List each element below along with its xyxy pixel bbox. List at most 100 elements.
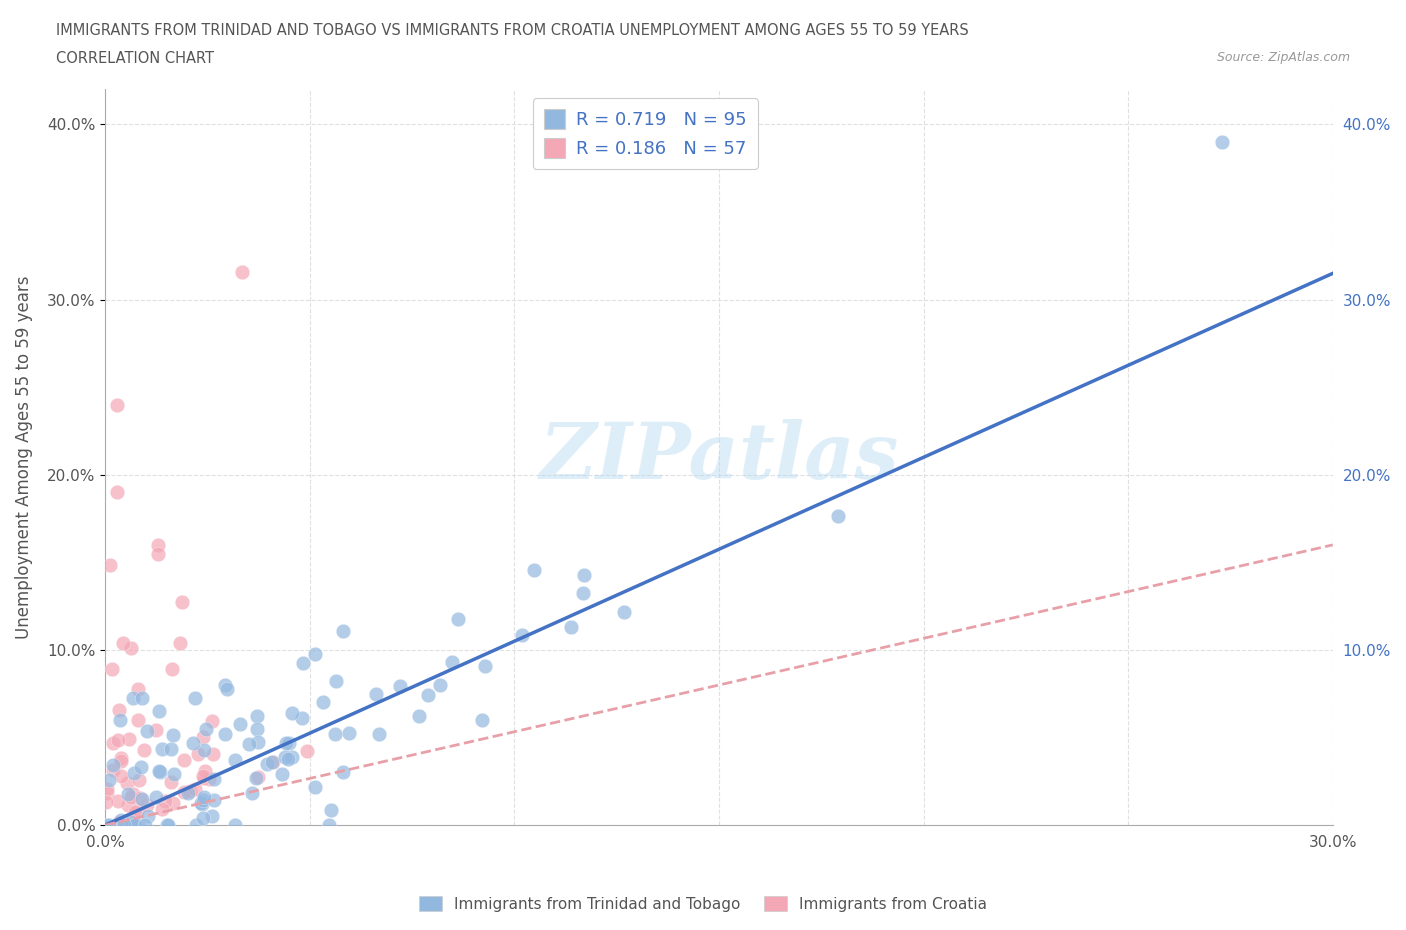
Point	[101, 736, 124, 751]
Point	[408, 709, 430, 724]
Point	[96, 785, 118, 800]
Point	[193, 790, 215, 805]
Point	[127, 712, 149, 727]
Point	[170, 595, 193, 610]
Point	[136, 808, 159, 823]
Point	[231, 265, 253, 280]
Point	[191, 769, 214, 784]
Point	[159, 741, 181, 756]
Point	[128, 773, 150, 788]
Point	[103, 763, 125, 777]
Point	[471, 712, 494, 727]
Point	[156, 817, 179, 832]
Point	[325, 726, 347, 741]
Point	[107, 732, 129, 747]
Y-axis label: Unemployment Among Ages 55 to 59 years: Unemployment Among Ages 55 to 59 years	[15, 275, 32, 639]
Text: CORRELATION CHART: CORRELATION CHART	[56, 51, 214, 66]
Text: Source: ZipAtlas.com: Source: ZipAtlas.com	[1216, 51, 1350, 64]
Point	[319, 803, 342, 817]
Point	[162, 661, 184, 676]
Point	[101, 661, 124, 676]
Point	[117, 776, 139, 790]
Point	[148, 704, 170, 719]
Point	[271, 766, 294, 781]
Point	[364, 687, 387, 702]
Point	[277, 751, 299, 766]
Point	[292, 656, 315, 671]
Point	[304, 646, 326, 661]
Point	[304, 780, 326, 795]
Point	[572, 586, 595, 601]
Point	[246, 709, 269, 724]
Point	[127, 817, 149, 832]
Text: ZIPatlas: ZIPatlas	[540, 419, 898, 496]
Point	[163, 767, 186, 782]
Point	[122, 765, 145, 780]
Point	[572, 567, 595, 582]
Point	[368, 726, 391, 741]
Point	[148, 764, 170, 778]
Point	[332, 764, 354, 779]
Point	[613, 604, 636, 619]
Point	[388, 679, 411, 694]
Point	[429, 678, 451, 693]
Point	[280, 750, 302, 764]
Point	[145, 790, 167, 804]
Point	[169, 635, 191, 650]
Point	[245, 771, 267, 786]
Text: IMMIGRANTS FROM TRINIDAD AND TOBAGO VS IMMIGRANTS FROM CROATIA UNEMPLOYMENT AMON: IMMIGRANTS FROM TRINIDAD AND TOBAGO VS I…	[56, 23, 969, 38]
Point	[224, 817, 246, 832]
Point	[238, 737, 260, 751]
Point	[136, 797, 159, 812]
Point	[1211, 135, 1233, 150]
Point	[278, 736, 301, 751]
Point	[121, 787, 143, 802]
Point	[96, 782, 118, 797]
Point	[112, 635, 135, 650]
Point	[96, 817, 118, 832]
Point	[193, 770, 215, 785]
Point	[131, 791, 153, 806]
Point	[120, 815, 142, 830]
Point	[129, 790, 152, 805]
Point	[827, 508, 849, 523]
Point	[198, 772, 221, 787]
Point	[107, 793, 129, 808]
Point	[325, 673, 347, 688]
Point	[120, 641, 142, 656]
Point	[108, 712, 131, 727]
Point	[201, 747, 224, 762]
Point	[214, 727, 236, 742]
Point	[191, 796, 214, 811]
Point	[156, 817, 179, 832]
Point	[246, 722, 269, 737]
Point	[191, 792, 214, 807]
Point	[118, 732, 141, 747]
Point	[97, 817, 120, 832]
Point	[128, 681, 150, 696]
Point	[194, 722, 217, 737]
Legend: Immigrants from Trinidad and Tobago, Immigrants from Croatia: Immigrants from Trinidad and Tobago, Imm…	[413, 889, 993, 918]
Point	[120, 790, 142, 804]
Point	[440, 655, 463, 670]
Point	[150, 741, 173, 756]
Point	[110, 769, 132, 784]
Point	[145, 723, 167, 737]
Point	[107, 702, 129, 717]
Point	[134, 743, 156, 758]
Point	[124, 817, 146, 832]
Point	[332, 623, 354, 638]
Point	[150, 802, 173, 817]
Point	[229, 716, 252, 731]
Point	[148, 546, 170, 561]
Point	[155, 793, 177, 808]
Point	[177, 786, 200, 801]
Point	[105, 397, 128, 412]
Point	[447, 612, 470, 627]
Point	[112, 817, 135, 832]
Point	[202, 771, 225, 786]
Point	[291, 711, 314, 725]
Point	[560, 619, 582, 634]
Point	[200, 713, 222, 728]
Point	[110, 813, 132, 828]
